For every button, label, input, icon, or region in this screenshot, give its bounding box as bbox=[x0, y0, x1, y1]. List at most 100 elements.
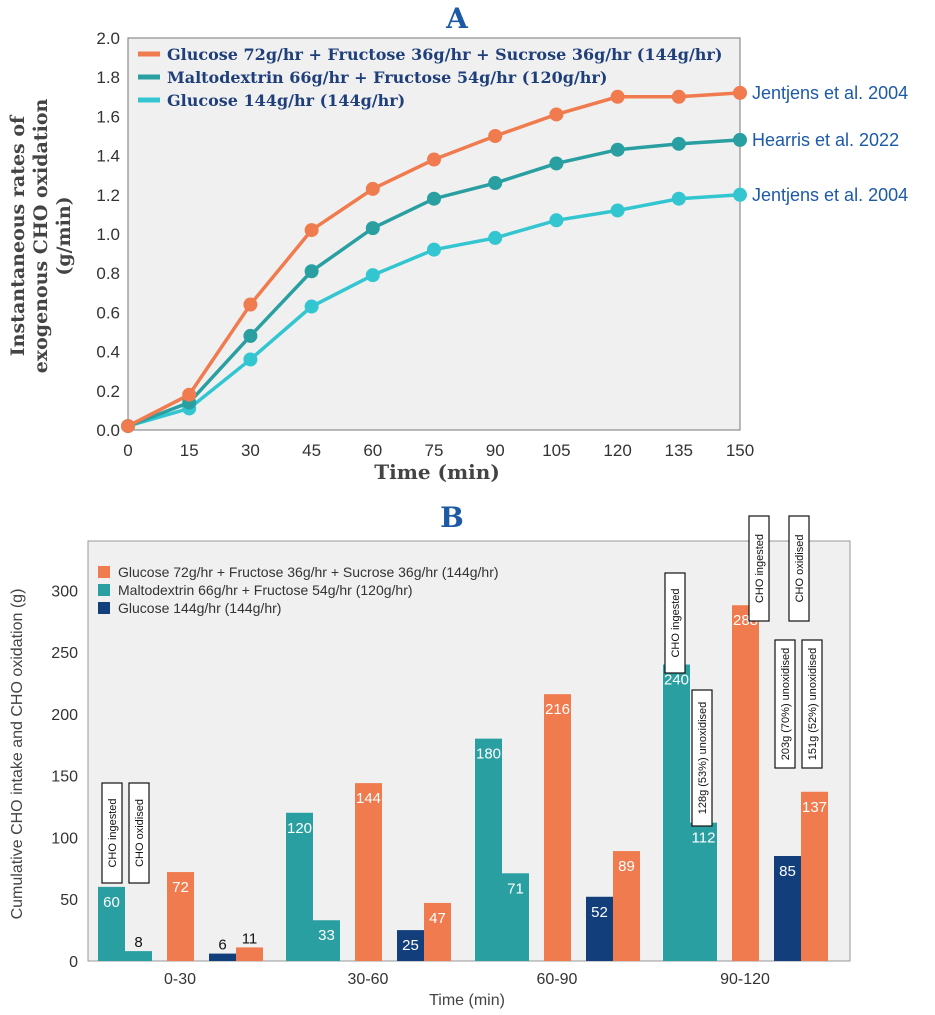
b-y-tick-label: 50 bbox=[60, 892, 78, 909]
panel-b-plot-area bbox=[87, 540, 851, 962]
a-data-point bbox=[610, 203, 625, 218]
a-data-point bbox=[365, 268, 380, 283]
panel-a-series bbox=[121, 85, 747, 434]
a-data-point bbox=[427, 152, 441, 167]
b-bar bbox=[286, 812, 313, 961]
a-x-tick-label: 150 bbox=[726, 441, 754, 460]
panel-b-y-axis-label: Cumulative CHO intake and CHO oxidation … bbox=[9, 589, 26, 920]
a-data-point bbox=[733, 85, 747, 100]
a-y-tick-label: 1.4 bbox=[96, 147, 120, 166]
a-data-point bbox=[304, 299, 319, 314]
b-bar-value-label: 137 bbox=[802, 799, 827, 816]
a-data-point bbox=[733, 132, 747, 147]
panel-b-legend: Glucose 72g/hr + Fructose 36g/hr + Sucro… bbox=[98, 564, 499, 616]
b-annotation: CHO oxidised bbox=[788, 515, 810, 622]
a-x-tick-label: 120 bbox=[603, 441, 631, 460]
a-data-point bbox=[243, 297, 258, 312]
panel-a-x-axis-label: Time (min) bbox=[374, 460, 500, 484]
b-bar bbox=[209, 953, 236, 961]
a-source-label: Jentjens et al. 2004 bbox=[752, 185, 908, 205]
b-bar-value-label: 112 bbox=[692, 830, 716, 847]
b-y-tick-label: 250 bbox=[51, 645, 78, 662]
panel-a-y-axis-label: Instantaneous rates of exogenous CHO oxi… bbox=[7, 99, 75, 374]
a-y-tick-label: 0.2 bbox=[96, 382, 120, 401]
b-bar bbox=[801, 791, 828, 961]
b-annotation-label: CHO oxidised bbox=[134, 799, 146, 867]
a-x-tick-label: 60 bbox=[363, 441, 382, 460]
a-y-tick-label: 0.6 bbox=[96, 303, 120, 322]
b-legend-label: Glucose 144g/hr (144g/hr) bbox=[118, 600, 281, 616]
a-legend-label: Maltodextrin 66g/hr + Fructose 54g/hr (1… bbox=[167, 68, 607, 87]
b-annotation-label: CHO ingested bbox=[107, 798, 119, 867]
b-annotation: CHO ingested bbox=[101, 782, 123, 884]
b-annotation-label: 203g (70%) unoxidised bbox=[780, 648, 792, 761]
a-y-tick-label: 1.2 bbox=[96, 186, 120, 205]
a-data-point bbox=[549, 213, 564, 228]
a-legend-label: Glucose 72g/hr + Fructose 36g/hr + Sucro… bbox=[167, 45, 722, 64]
panel-a-axes: 0.0 0.2 0.4 0.6 0.8 1.0 1.2 1.4 1.6 1.8 2.0 0 15 30 45… bbox=[96, 29, 754, 460]
a-data-point bbox=[243, 328, 258, 343]
b-bar-value-label: 85 bbox=[779, 863, 796, 880]
a-x-tick-label: 0 bbox=[123, 441, 132, 460]
panel-a-legend: Glucose 72g/hr + Fructose 36g/hr + Sucro… bbox=[138, 45, 722, 110]
b-annotation: CHO ingested bbox=[664, 572, 686, 674]
a-data-point bbox=[304, 223, 319, 238]
panel-b-annotations: CHO ingested CHO oxidised CHO ingested 128g… bbox=[101, 515, 823, 884]
a-y-tick-label: 0.4 bbox=[96, 343, 120, 362]
b-bar-value-label: 47 bbox=[429, 910, 446, 927]
panel-b: B 0 50 100 150 200 250 300 0-30 30-60 60-90 90-120… bbox=[9, 501, 851, 1009]
a-data-point bbox=[610, 142, 625, 157]
b-bar bbox=[502, 873, 529, 961]
b-annotation-box bbox=[801, 639, 823, 769]
b-bar bbox=[475, 738, 502, 961]
a-x-tick-label: 90 bbox=[486, 441, 505, 460]
b-bar-value-label: 33 bbox=[318, 927, 335, 944]
a-data-point bbox=[304, 264, 319, 279]
b-bar bbox=[586, 896, 613, 961]
panel-b-x-axis-label: Time (min) bbox=[429, 992, 505, 1009]
b-y-tick-label: 150 bbox=[51, 769, 78, 786]
b-annotation-label: 128g (53%) unoxidised bbox=[697, 702, 709, 815]
y-label-line-1: Instantaneous rates of bbox=[7, 114, 29, 356]
b-annotation: 203g (70%) unoxidised bbox=[774, 639, 796, 769]
b-bar-value-label: 72 bbox=[172, 879, 189, 896]
a-y-tick-label: 0.0 bbox=[96, 421, 120, 440]
a-source-label: Hearris et al. 2022 bbox=[752, 130, 899, 150]
b-legend-swatch bbox=[98, 566, 110, 578]
b-annotation-box bbox=[101, 782, 123, 884]
b-annotation-label: CHO ingested bbox=[670, 588, 682, 657]
b-bar-value-label: 71 bbox=[507, 880, 524, 897]
b-bar-value-label: 144 bbox=[356, 790, 381, 807]
b-bar bbox=[424, 902, 451, 961]
b-x-tick-label: 30-60 bbox=[348, 971, 389, 988]
b-bar-value-label: 216 bbox=[545, 701, 570, 718]
a-data-point bbox=[671, 191, 686, 206]
b-bar bbox=[544, 694, 571, 961]
b-bar-value-label: 180 bbox=[476, 746, 501, 763]
b-annotation-box bbox=[748, 515, 770, 622]
b-bar bbox=[774, 856, 801, 961]
b-bar-value-label: 52 bbox=[591, 904, 608, 921]
b-annotation-label: CHO oxidised bbox=[794, 535, 806, 603]
a-y-tick-label: 1.6 bbox=[96, 107, 120, 126]
a-data-point bbox=[182, 387, 197, 402]
b-y-tick-label: 300 bbox=[51, 583, 78, 600]
a-data-point bbox=[671, 136, 686, 151]
a-data-point bbox=[549, 107, 564, 122]
b-bar-value-label: 11 bbox=[242, 930, 258, 947]
a-x-tick-label: 45 bbox=[302, 441, 321, 460]
a-data-point bbox=[488, 129, 503, 143]
b-y-tick-label: 200 bbox=[51, 707, 78, 724]
a-x-tick-label: 15 bbox=[180, 441, 199, 460]
b-bar-value-label: 6 bbox=[218, 937, 226, 954]
b-bar-value-label: 89 bbox=[618, 858, 635, 875]
a-x-tick-label: 30 bbox=[241, 441, 260, 460]
b-bar bbox=[663, 664, 690, 961]
a-data-point bbox=[243, 352, 258, 367]
b-annotation-label: CHO ingested bbox=[754, 534, 766, 603]
b-bar bbox=[313, 920, 340, 961]
b-annotation: 128g (53%) unoxidised bbox=[691, 689, 713, 827]
b-bar bbox=[613, 851, 640, 961]
